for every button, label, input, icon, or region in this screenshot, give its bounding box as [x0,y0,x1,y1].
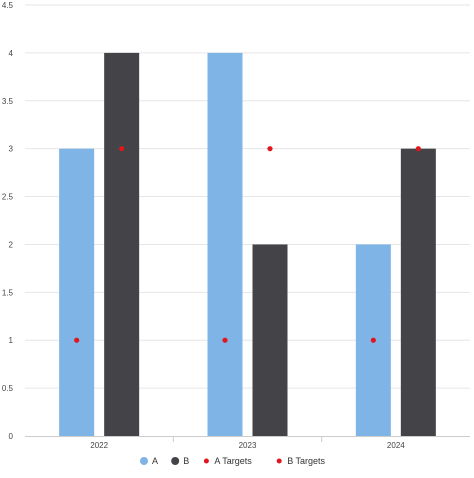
y-tick-label: 1.5 [2,288,14,297]
target-marker-A-2022 [74,337,80,343]
legend-symbol [140,457,148,465]
target-marker-B-2022 [119,146,125,152]
x-tick-label: 2022 [90,441,108,450]
y-tick-label: 4.5 [2,1,14,10]
bar-A-2023 [207,52,243,437]
bars [59,52,436,437]
y-tick-label: 3.5 [2,97,14,106]
legend: A B A Targets B Targets [140,456,326,466]
legend-label: B Targets [287,456,325,466]
x-axis-ticks: 2022 2023 2024 [90,436,405,450]
legend-item-a-targets: A Targets [203,456,252,466]
target-marker-B-2024 [415,146,421,152]
legend-symbol [171,457,180,465]
y-tick-label: 3 [9,145,14,154]
target-markers [74,146,421,343]
legend-symbol [276,458,282,464]
y-tick-label: 0 [9,432,14,441]
target-marker-A-2024 [370,337,376,343]
legend-symbol [203,458,209,464]
y-tick-label: 0.5 [2,384,14,393]
y-tick-label: 4 [9,49,14,58]
y-tick-label: 2.5 [2,193,14,202]
legend-label: A Targets [214,456,252,466]
bar-B-2023 [252,244,288,436]
legend-item-a: A [140,456,158,466]
legend-item-b: B [171,456,189,466]
x-tick-label: 2024 [387,441,405,450]
bar-A-2022 [59,148,95,436]
y-tick-label: 1 [9,336,14,345]
bar-B-2022 [104,52,140,437]
legend-label: A [152,456,158,466]
legend-item-b-targets: B Targets [276,456,326,466]
bar-B-2024 [400,148,436,436]
target-marker-B-2023 [267,146,273,152]
grid-lines [25,4,470,389]
x-tick-label: 2023 [239,441,257,450]
target-marker-A-2023 [222,337,228,343]
y-axis-ticks: 0 0.5 1 1.5 2 2.5 3 3.5 4 4.5 [2,1,14,441]
legend-label: B [183,456,189,466]
y-tick-label: 2 [9,240,14,249]
